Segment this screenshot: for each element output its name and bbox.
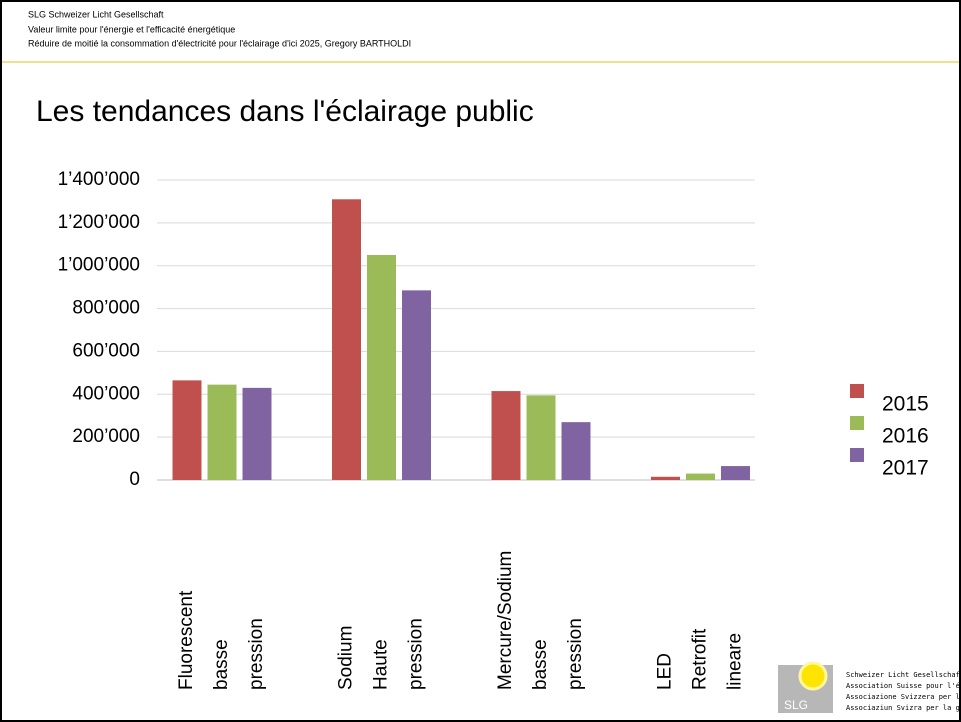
x-tick-label: pression xyxy=(565,618,586,690)
x-tick-label: LED xyxy=(655,653,676,690)
x-tick-label: pression xyxy=(246,618,267,690)
logo-line: Associazione Svizzera per la luce xyxy=(846,693,961,701)
x-tick-label: Fluorescent xyxy=(176,590,197,690)
bar xyxy=(686,473,715,480)
bar xyxy=(332,199,361,481)
x-tick-label: Sodium xyxy=(336,626,357,690)
legend-swatch xyxy=(850,448,864,462)
y-tick-label: 600’000 xyxy=(72,340,140,361)
logo-line: Associaziun Svizra per la glisch xyxy=(846,704,961,712)
y-tick-label: 1’400’000 xyxy=(58,169,140,190)
bar xyxy=(207,384,237,480)
x-tick-label: lineare xyxy=(725,633,746,690)
bar xyxy=(491,391,521,480)
y-tick-label: 1’000’000 xyxy=(58,255,140,276)
y-tick-label: 1’200’000 xyxy=(58,212,140,233)
logo-line: Association Suisse pour l'éclairage xyxy=(846,682,961,690)
bar xyxy=(367,255,396,480)
x-tick-label: basse xyxy=(530,639,551,690)
x-tick-label: basse xyxy=(211,639,232,690)
x-tick-label: Haute xyxy=(371,639,392,690)
header-line: Valeur limite pour l'énergie et l'effica… xyxy=(28,24,235,34)
bar xyxy=(561,422,591,480)
legend-swatch xyxy=(850,384,864,398)
logo-sun xyxy=(798,661,828,691)
header-line: SLG Schweizer Licht Gesellschaft xyxy=(28,9,164,19)
y-tick-label: 200’000 xyxy=(72,426,140,447)
y-tick-label: 0 xyxy=(129,469,140,490)
bar xyxy=(172,380,202,480)
legend-label: 2017 xyxy=(882,457,929,480)
y-tick-label: 800’000 xyxy=(72,298,140,319)
logo-mark: SLG xyxy=(784,698,808,712)
header-line: Réduire de moitié la consommation d'élec… xyxy=(28,38,411,48)
x-tick-label: Mercure/Sodium xyxy=(495,551,516,690)
bar xyxy=(526,395,556,480)
bar xyxy=(721,466,750,480)
logo-line: Schweizer Licht Gesellschaft xyxy=(846,671,961,679)
legend-swatch xyxy=(850,416,864,430)
bar xyxy=(402,290,431,480)
x-tick-label: pression xyxy=(406,618,427,690)
bar xyxy=(242,387,272,480)
bar xyxy=(651,476,680,480)
legend-label: 2016 xyxy=(882,425,929,448)
chart-title: Les tendances dans l'éclairage public xyxy=(36,95,534,128)
x-tick-label: Retrofit xyxy=(690,628,711,690)
legend-label: 2015 xyxy=(882,393,929,416)
y-tick-label: 400’000 xyxy=(72,383,140,404)
